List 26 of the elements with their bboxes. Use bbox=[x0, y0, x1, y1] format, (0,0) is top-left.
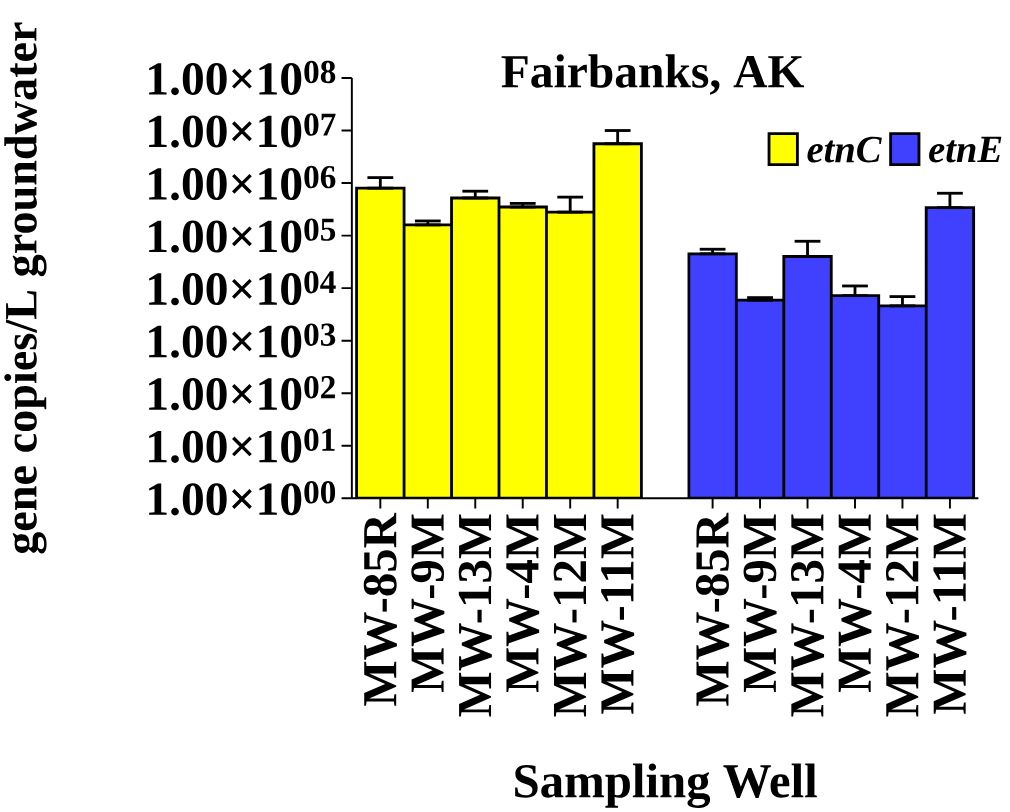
y-axis-title: gene copies/L groundwater bbox=[4, 22, 47, 554]
y-tick-label: 1.00×10$^{04}$ bbox=[149, 270, 336, 306]
x-tick-label: MW-4M bbox=[506, 514, 540, 692]
legend-label: etnC bbox=[807, 136, 882, 163]
x-tick-label: MW-11M bbox=[933, 514, 967, 714]
x-tick-label: MW-11M bbox=[601, 514, 635, 714]
chart-title: Fairbanks, AK bbox=[501, 54, 805, 95]
x-tick-label: MW-4M bbox=[838, 514, 872, 692]
y-tick-label: 1.00×10$^{05}$ bbox=[149, 218, 336, 253]
x-tick-label: MW-12M bbox=[885, 514, 919, 717]
y-tick-label: 1.00×10$^{02}$ bbox=[149, 375, 335, 411]
x-tick-label: MW-9M bbox=[411, 514, 445, 692]
x-tick-label: MW-9M bbox=[743, 514, 777, 692]
x-axis-title: Sampling Well bbox=[515, 763, 817, 808]
y-tick-label: 1.00×10$^{00}$ bbox=[149, 480, 336, 516]
y-tick-label: 1.00×10$^{07}$ bbox=[149, 113, 336, 148]
x-tick-label: MW-85R bbox=[363, 512, 397, 706]
legend-label: etnE bbox=[929, 136, 1002, 163]
y-tick-label: 1.00×10$^{01}$ bbox=[149, 428, 335, 463]
x-tick-label: MW-13M bbox=[791, 514, 825, 717]
y-tick-label: 1.00×10$^{06}$ bbox=[149, 165, 336, 201]
y-tick-label: 1.00×10$^{03}$ bbox=[149, 323, 336, 358]
x-tick-label: MW-13M bbox=[458, 514, 492, 717]
x-tick-label: MW-85R bbox=[696, 512, 730, 706]
y-tick-label: 1.00×10$^{08}$ bbox=[149, 60, 336, 96]
x-tick-label: MW-12M bbox=[553, 514, 587, 717]
